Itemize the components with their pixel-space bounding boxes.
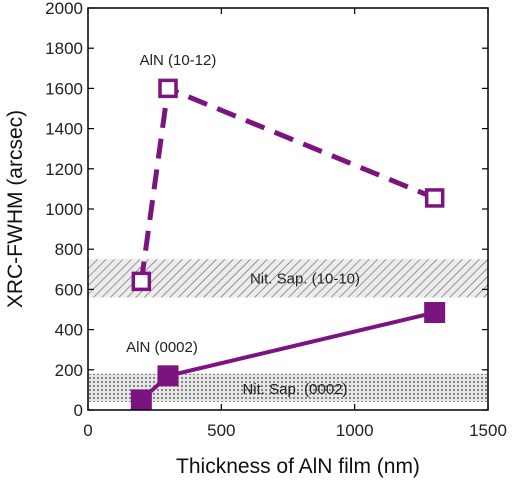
y-tick-label: 2000 xyxy=(45,0,83,18)
y-tick-label: 1600 xyxy=(45,79,83,98)
band-label-nit-sap-0002: Nit. Sap. (0002) xyxy=(242,381,347,398)
marker-aln-0002 xyxy=(130,389,152,411)
ticks-layer: 0 500 1000 1500 0 200 400 600 800 1000 1200 1400 160… xyxy=(45,0,507,440)
band-nit-sap-10-10 xyxy=(88,259,488,298)
x-tick-label: 0 xyxy=(83,421,92,440)
y-tick-label: 1800 xyxy=(45,39,83,58)
marker-aln-0002 xyxy=(157,365,179,387)
y-tick-label: 1000 xyxy=(45,200,83,219)
marker-aln-10-12 xyxy=(424,188,445,208)
y-tick-label: 1400 xyxy=(45,120,83,139)
series-line-aln-10-12 xyxy=(138,84,436,282)
x-axis-title: Thickness of AlN film (nm) xyxy=(176,455,420,478)
marker-aln-10-12 xyxy=(131,271,152,292)
series-label-aln-10-12: AlN (10-12) xyxy=(140,52,217,69)
marker-aln-10-12 xyxy=(158,78,178,99)
y-tick-label: 400 xyxy=(55,321,83,340)
x-tick-label: 1500 xyxy=(469,421,507,440)
y-tick-label: 600 xyxy=(55,280,83,299)
y-tick-label: 1200 xyxy=(45,160,83,179)
bands-layer: Nit. Sap. (10-10) Nit. Sap. (0002) xyxy=(88,259,488,402)
y-axis-title: XRC-FWHM (arcsec) xyxy=(4,110,27,308)
x-tick-label: 1000 xyxy=(336,421,374,440)
y-tick-label: 800 xyxy=(55,240,83,259)
y-tick-label: 200 xyxy=(55,361,83,380)
series-layer xyxy=(130,78,446,411)
x-tick-label: 500 xyxy=(207,421,235,440)
marker-aln-0002 xyxy=(424,302,446,324)
markers-layer xyxy=(130,78,446,411)
band-label-nit-sap-10-10: Nit. Sap. (10-10) xyxy=(250,270,360,287)
series-label-aln-0002: AlN (0002) xyxy=(126,339,198,356)
y-tick-label: 0 xyxy=(74,401,83,420)
